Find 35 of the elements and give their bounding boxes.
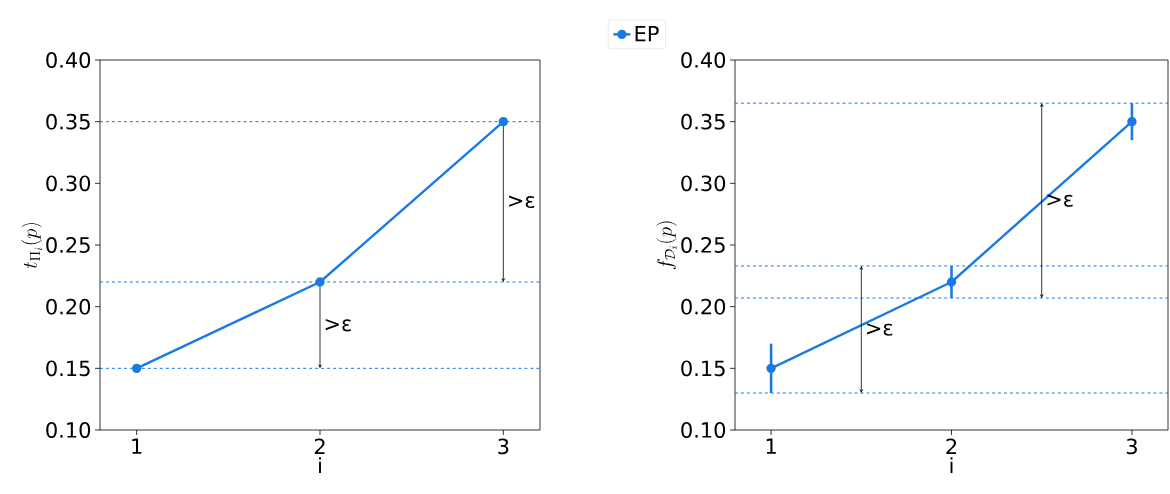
annotation: >ε (509, 195, 535, 209)
point (1127, 116, 1137, 127)
x-tick-label: 3 (1126, 438, 1137, 455)
y-tick-label: 0.10 (46, 422, 91, 438)
y-tick-label: 0.10 (681, 422, 726, 438)
annotation: >ε (1047, 194, 1073, 207)
y-tick-label: 0.15 (681, 360, 725, 377)
point (315, 277, 325, 287)
point (946, 277, 957, 287)
y-axis-title: $t_{\Pi_i}(p)$ (21, 223, 43, 269)
y-tick-label: 0.15 (46, 360, 90, 377)
y-tick-label: 0.20 (46, 298, 91, 315)
point (498, 116, 509, 127)
x-axis-title: i (950, 457, 953, 474)
y-tick-label: 0.20 (681, 298, 726, 315)
y-axis-title: $f_{\mathcal{D}_i}(p)$ (656, 221, 678, 270)
x-tick-label: 2 (314, 438, 325, 455)
y-tick-label: 0.40 (681, 52, 726, 68)
x-tick-label: 1 (132, 438, 142, 454)
x-tick-label: 2 (946, 438, 957, 455)
y-tick-label: 0.35 (681, 113, 725, 130)
y-tick-label: 0.40 (46, 52, 91, 68)
point (131, 363, 142, 374)
point (766, 363, 776, 374)
annotation: >ε (867, 323, 893, 336)
y-tick-label: 0.30 (681, 175, 726, 192)
x-tick-label: 1 (766, 438, 776, 454)
y-tick-label: 0.25 (681, 237, 725, 253)
y-tick-label: 0.35 (46, 113, 90, 130)
y-tick-label: 0.25 (46, 237, 90, 253)
y-tick-label: 0.30 (46, 175, 91, 192)
x-tick-label: 3 (498, 438, 509, 455)
x-axis-title: i (319, 457, 321, 474)
legend-label: EP (635, 25, 659, 42)
annotation: >ε (325, 318, 351, 332)
